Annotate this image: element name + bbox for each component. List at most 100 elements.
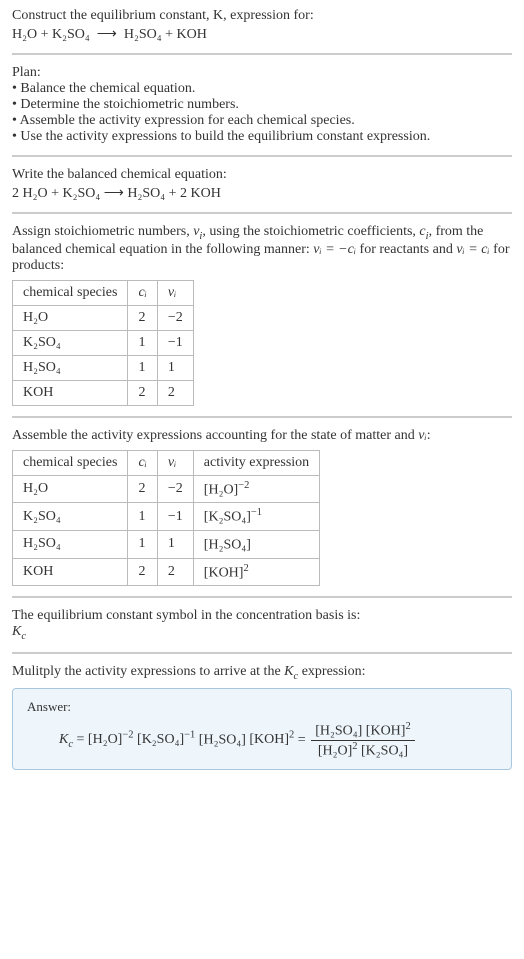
assemble-section: Assemble the activity expressions accoun… — [12, 428, 512, 587]
cell-ci: 1 — [128, 355, 157, 380]
nu-i: νᵢ — [418, 428, 426, 443]
col-ci: cᵢ — [128, 450, 157, 475]
cell-vi: 1 — [157, 355, 193, 380]
term-4: [KOH]2 — [249, 732, 294, 747]
cell-activity: [H₂SO₄] — [193, 531, 319, 559]
text: Construct the equilibrium constant, K, e… — [12, 8, 314, 23]
cell-activity: [H₂O]−2 — [193, 475, 319, 503]
answer-equation: Kc = [H₂O]−2 [K₂SO₄]−1 [H₂SO₄] [KOH]2 = … — [27, 721, 497, 759]
assign-section: Assign stoichiometric numbers, νi, using… — [12, 224, 512, 406]
divider — [12, 53, 512, 55]
text: Mulitply the activity expressions to arr… — [12, 664, 284, 679]
exp: −2 — [122, 730, 133, 741]
base: [H₂O] — [204, 482, 238, 497]
cell-species: KOH — [13, 558, 128, 586]
plan-bullet-3: • Assemble the activity expression for e… — [12, 113, 512, 129]
eq-rhs: H₂SO₄ + KOH — [124, 27, 207, 42]
balanced-title: Write the balanced chemical equation: — [12, 167, 512, 183]
base: [K₂SO₄] — [137, 732, 184, 747]
table-row: H₂SO₄11 — [13, 355, 194, 380]
activity-table: chemical species cᵢ νᵢ activity expressi… — [12, 450, 320, 587]
kc-lhs: Kc = — [59, 732, 88, 747]
table-row: KOH22 — [13, 380, 194, 405]
cell-ci: 2 — [128, 558, 157, 586]
K: K — [59, 732, 68, 747]
exp: 2 — [352, 741, 357, 752]
divider — [12, 652, 512, 654]
exp: −2 — [238, 480, 249, 491]
text: expression: — [298, 664, 365, 679]
base: [KOH] — [366, 724, 406, 739]
answer-box: Answer: Kc = [H₂O]−2 [K₂SO₄]−1 [H₂SO₄] [… — [12, 688, 512, 770]
divider — [12, 212, 512, 214]
cell-vi: −2 — [157, 475, 193, 503]
col-ci: cᵢ — [128, 280, 157, 305]
cell-species: K₂SO₄ — [13, 503, 128, 531]
kc-symbol-section: The equilibrium constant symbol in the c… — [12, 608, 512, 642]
cell-ci: 1 — [128, 503, 157, 531]
eq1: νᵢ = −cᵢ — [313, 242, 356, 257]
base: [KOH] — [249, 732, 289, 747]
balanced-section: Write the balanced chemical equation: 2 … — [12, 167, 512, 202]
cell-species: H₂SO₄ — [13, 355, 128, 380]
K: K — [12, 624, 21, 639]
prompt-section: Construct the equilibrium constant, K, e… — [12, 8, 512, 43]
exp: 2 — [243, 563, 248, 574]
eq-lhs: H₂O + K₂SO₄ — [12, 27, 90, 42]
term-2: [K₂SO₄]−1 — [137, 732, 195, 747]
divider — [12, 416, 512, 418]
cell-vi: 1 — [157, 531, 193, 559]
prompt-line1: Construct the equilibrium constant, K, e… — [12, 8, 512, 24]
numerator: [H₂SO₄] [KOH]2 — [311, 721, 415, 740]
cell-ci: 1 — [128, 330, 157, 355]
table-row: K₂SO₄1−1 — [13, 330, 194, 355]
cell-species: K₂SO₄ — [13, 330, 128, 355]
base: [K₂SO₄] — [361, 743, 408, 758]
multiply-section: Mulitply the activity expressions to arr… — [12, 664, 512, 770]
answer-label: Answer: — [27, 699, 497, 715]
col-vi: νᵢ — [157, 450, 193, 475]
exp: 2 — [289, 730, 294, 741]
table-header-row: chemical species cᵢ νᵢ activity expressi… — [13, 450, 320, 475]
cell-activity: [KOH]2 — [193, 558, 319, 586]
cell-vi: −2 — [157, 305, 193, 330]
term-3: [H₂SO₄] — [199, 732, 246, 747]
base: [H₂O] — [88, 732, 122, 747]
cell-ci: 2 — [128, 305, 157, 330]
table-header-row: chemical species cᵢ νᵢ — [13, 280, 194, 305]
cell-vi: 2 — [157, 558, 193, 586]
plan-section: Plan: • Balance the chemical equation. •… — [12, 65, 512, 145]
cell-vi: 2 — [157, 380, 193, 405]
table-row: H₂O2−2 — [13, 305, 194, 330]
vi: νᵢ — [168, 455, 176, 470]
table-row: KOH22[KOH]2 — [13, 558, 320, 586]
base: [K₂SO₄] — [204, 510, 251, 525]
cell-species: KOH — [13, 380, 128, 405]
table-row: H₂O2−2[H₂O]−2 — [13, 475, 320, 503]
col-species: chemical species — [13, 450, 128, 475]
kc-symbol: Kc — [12, 624, 512, 642]
equals: = — [73, 732, 88, 747]
base: [H₂SO₄] — [315, 724, 362, 739]
text: Assign stoichiometric numbers, — [12, 224, 193, 239]
text: for reactants and — [356, 242, 456, 257]
text: Assemble the activity expressions accoun… — [12, 428, 418, 443]
exp: 2 — [405, 721, 410, 732]
cell-vi: −1 — [157, 330, 193, 355]
cell-species: H₂O — [13, 475, 128, 503]
col-activity: activity expression — [193, 450, 319, 475]
cell-ci: 2 — [128, 380, 157, 405]
cell-ci: 2 — [128, 475, 157, 503]
eq2: νᵢ = cᵢ — [456, 242, 489, 257]
denominator: [H₂O]2 [K₂SO₄] — [314, 741, 412, 760]
cell-species: H₂O — [13, 305, 128, 330]
plan-bullet-1: • Balance the chemical equation. — [12, 81, 512, 97]
base: [KOH] — [204, 565, 244, 580]
equals-2: = — [298, 732, 309, 747]
base: [H₂O] — [318, 743, 352, 758]
table-row: K₂SO₄1−1[K₂SO₄]−1 — [13, 503, 320, 531]
vi: νᵢ — [168, 285, 176, 300]
plan-bullet-4: • Use the activity expressions to build … — [12, 129, 512, 145]
prompt-equation: H₂O + K₂SO₄ ⟶ H₂SO₄ + KOH — [12, 26, 512, 43]
divider — [12, 596, 512, 598]
